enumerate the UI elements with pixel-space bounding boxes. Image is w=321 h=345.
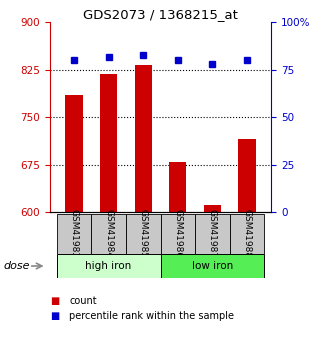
Bar bbox=[91, 214, 126, 254]
Bar bbox=[100, 74, 117, 212]
Bar bbox=[230, 214, 264, 254]
Bar bbox=[204, 205, 221, 212]
Bar bbox=[57, 254, 160, 278]
Text: percentile rank within the sample: percentile rank within the sample bbox=[69, 312, 234, 321]
Text: GSM41988: GSM41988 bbox=[243, 209, 252, 258]
Text: ■: ■ bbox=[50, 312, 59, 321]
Bar bbox=[239, 139, 256, 212]
Bar bbox=[134, 66, 152, 212]
Text: GSM41986: GSM41986 bbox=[173, 209, 182, 258]
Bar bbox=[160, 254, 264, 278]
Title: GDS2073 / 1368215_at: GDS2073 / 1368215_at bbox=[83, 8, 238, 21]
Bar bbox=[126, 214, 160, 254]
Text: GSM41984: GSM41984 bbox=[104, 209, 113, 258]
Text: count: count bbox=[69, 296, 97, 306]
Text: dose: dose bbox=[3, 261, 30, 271]
Bar bbox=[169, 161, 187, 212]
Text: ■: ■ bbox=[50, 296, 59, 306]
Text: low iron: low iron bbox=[192, 261, 233, 271]
Text: GSM41987: GSM41987 bbox=[208, 209, 217, 258]
Bar bbox=[65, 95, 82, 212]
Bar bbox=[57, 214, 91, 254]
Text: high iron: high iron bbox=[85, 261, 132, 271]
Text: GSM41983: GSM41983 bbox=[69, 209, 78, 258]
Bar bbox=[160, 214, 195, 254]
Bar bbox=[195, 214, 230, 254]
Text: GSM41985: GSM41985 bbox=[139, 209, 148, 258]
